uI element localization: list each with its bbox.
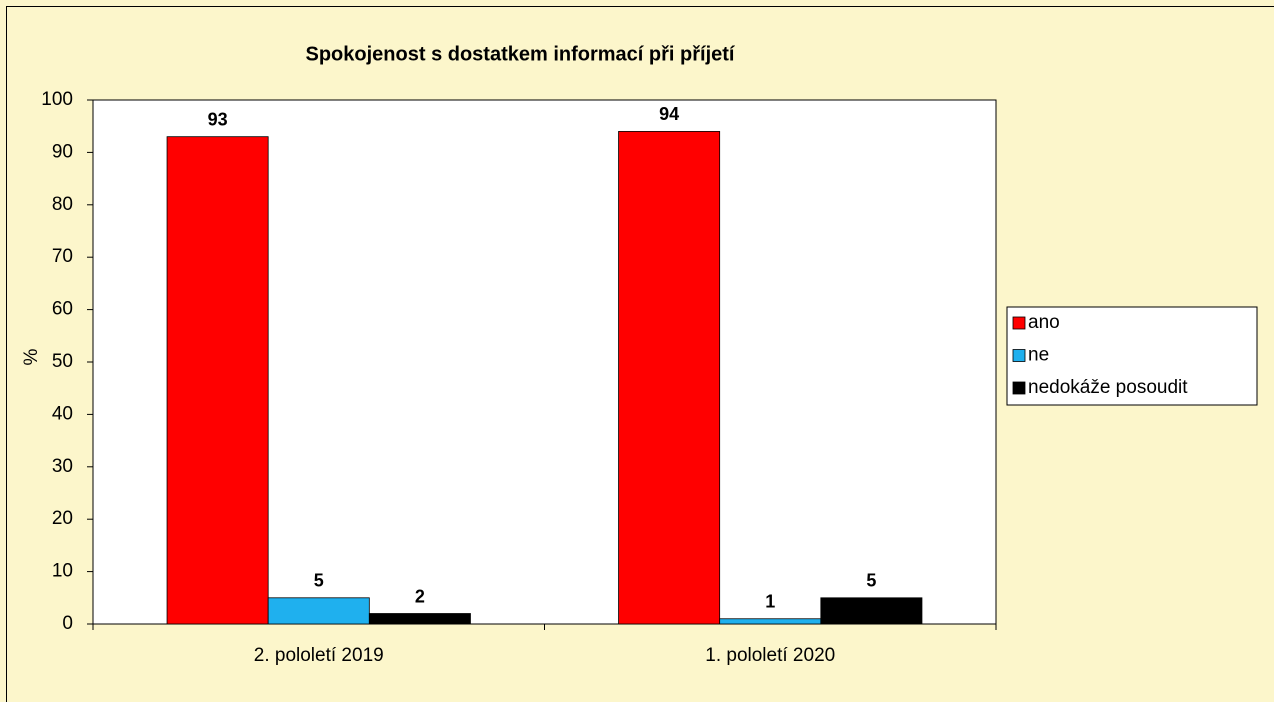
- y-tick-label: 90: [52, 141, 73, 162]
- value-label: 5: [314, 571, 324, 591]
- y-axis-label: %: [21, 348, 42, 365]
- bar: [267, 597, 370, 625]
- y-tick-label: 60: [52, 299, 73, 320]
- x-tick-label: 2. pololetí 2019: [254, 645, 384, 666]
- y-tick-label: 20: [52, 508, 73, 529]
- value-label: 93: [208, 109, 228, 129]
- y-tick-label: 100: [41, 89, 73, 110]
- bar: [166, 136, 269, 625]
- value-label: 2: [415, 586, 425, 606]
- x-tick-label: 1. pololetí 2020: [705, 645, 835, 666]
- chart-title: Spokojenost s dostatkem informací při př…: [306, 43, 736, 65]
- chart-border: [6, 6, 1274, 702]
- legend-swatch: [1012, 381, 1026, 395]
- bar: [820, 597, 923, 625]
- bar: [368, 613, 471, 625]
- y-tick-label: 40: [52, 403, 73, 424]
- value-label: 94: [659, 104, 679, 124]
- legend-label: nedokáže posoudit: [1028, 377, 1188, 398]
- legend-swatch: [1012, 316, 1026, 330]
- legend-swatch: [1012, 349, 1026, 362]
- y-tick-label: 0: [62, 613, 73, 634]
- legend: [1006, 306, 1258, 406]
- y-tick-label: 10: [52, 561, 73, 582]
- y-tick-label: 70: [52, 246, 73, 267]
- y-tick-label: 50: [52, 351, 73, 372]
- y-tick-label: 80: [52, 194, 73, 215]
- y-tick-label: 30: [52, 456, 73, 477]
- bar: [618, 131, 721, 625]
- bar: [719, 618, 822, 625]
- value-label: 1: [765, 592, 775, 612]
- value-label: 5: [866, 571, 876, 591]
- legend-label: ne: [1028, 345, 1049, 366]
- legend-label: ano: [1028, 312, 1060, 333]
